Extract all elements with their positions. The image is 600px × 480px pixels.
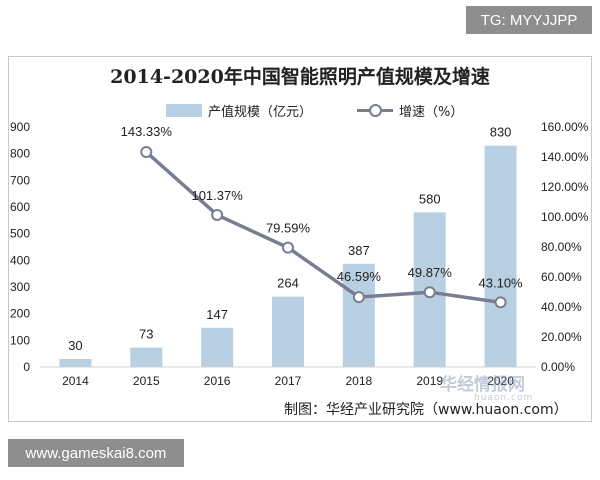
- y-right-tick-label: 60.00%: [541, 270, 582, 284]
- legend-bar-swatch: [166, 103, 202, 117]
- x-tick-label: 2014: [62, 374, 89, 388]
- x-tick-label: 2017: [275, 374, 302, 388]
- legend-item-output: 产值规模（亿元）: [166, 99, 312, 121]
- growth-point: [494, 296, 507, 309]
- chart-frame: [8, 56, 592, 422]
- y-right-tick-label: 0.00%: [541, 360, 575, 374]
- bar-value-label: 580: [419, 191, 441, 206]
- y-left-tick-label: 0: [23, 360, 30, 374]
- bar: [59, 359, 92, 367]
- legend-item-growth: 增速（%）: [357, 99, 463, 121]
- bar-value-label: 147: [206, 307, 228, 322]
- growth-point: [352, 291, 365, 304]
- watermark-badge-bottom: www.gameskai8.com: [8, 439, 184, 467]
- y-left-tick-label: 900: [10, 120, 30, 134]
- y-right-tick-label: 140.00%: [541, 150, 589, 164]
- y-right-tick-label: 80.00%: [541, 240, 582, 254]
- bar-value-label: 830: [490, 125, 512, 140]
- y-right-tick-label: 100.00%: [541, 210, 589, 224]
- x-tick-label: 2019: [416, 374, 443, 388]
- bar: [272, 296, 304, 367]
- bar-value-label: 387: [348, 243, 370, 258]
- x-tick-label: 2016: [204, 374, 231, 388]
- y-left-tick-label: 800: [10, 147, 30, 161]
- bar-value-label: 73: [139, 327, 153, 342]
- watermark-sub: huaon.com: [474, 393, 534, 403]
- y-right-tick-label: 40.00%: [541, 300, 582, 314]
- x-tick-label: 2015: [133, 374, 160, 388]
- x-tick-label: 2018: [346, 374, 373, 388]
- growth-value-label: 49.87%: [408, 265, 453, 280]
- watermark-badge-top: TG: MYYJJPP: [466, 6, 592, 34]
- y-left-tick-label: 300: [10, 280, 30, 294]
- bar-value-label: 264: [277, 276, 299, 291]
- growth-point: [423, 286, 436, 299]
- growth-value-label: 101.37%: [191, 188, 243, 203]
- bar: [342, 263, 375, 367]
- y-left-tick-label: 100: [10, 333, 30, 347]
- growth-value-label: 43.10%: [479, 275, 524, 290]
- legend-label-output: 产值规模（亿元）: [208, 104, 313, 120]
- x-tick-label: 2020: [487, 374, 514, 388]
- growth-point: [282, 241, 294, 254]
- y-left-tick-label: 600: [10, 200, 30, 214]
- growth-value-label: 46.59%: [337, 269, 382, 284]
- growth-point: [211, 208, 224, 221]
- growth-value-label: 143.33%: [121, 124, 173, 139]
- bar: [130, 347, 163, 367]
- y-left-tick-label: 700: [10, 173, 30, 187]
- y-right-tick-label: 160.00%: [541, 120, 589, 134]
- y-left-tick-label: 500: [10, 227, 30, 241]
- bar: [484, 145, 517, 367]
- chart-title: 2014-2020年中国智能照明产值规模及增速: [110, 66, 490, 88]
- chart-source: 制图：华经产业研究院（www.huaon.com）: [284, 402, 568, 418]
- legend-line-swatch: [357, 103, 393, 117]
- y-right-tick-label: 20.00%: [541, 330, 582, 344]
- growth-value-label: 79.59%: [266, 221, 311, 236]
- watermark-main: 华经情报网: [440, 375, 525, 395]
- y-left-tick-label: 200: [10, 307, 30, 321]
- chart-legend: 产值规模（亿元） 增速（%）: [0, 99, 600, 121]
- y-right-tick-label: 120.00%: [541, 180, 589, 194]
- growth-line: [145, 150, 501, 305]
- growth-point: [140, 146, 153, 159]
- watermark-logo: 华经情报网 huaon.com: [440, 370, 590, 406]
- legend-label-growth: 增速（%）: [399, 104, 464, 120]
- bar: [201, 327, 234, 367]
- bar-value-label: 30: [68, 338, 82, 353]
- y-left-tick-label: 400: [10, 253, 30, 267]
